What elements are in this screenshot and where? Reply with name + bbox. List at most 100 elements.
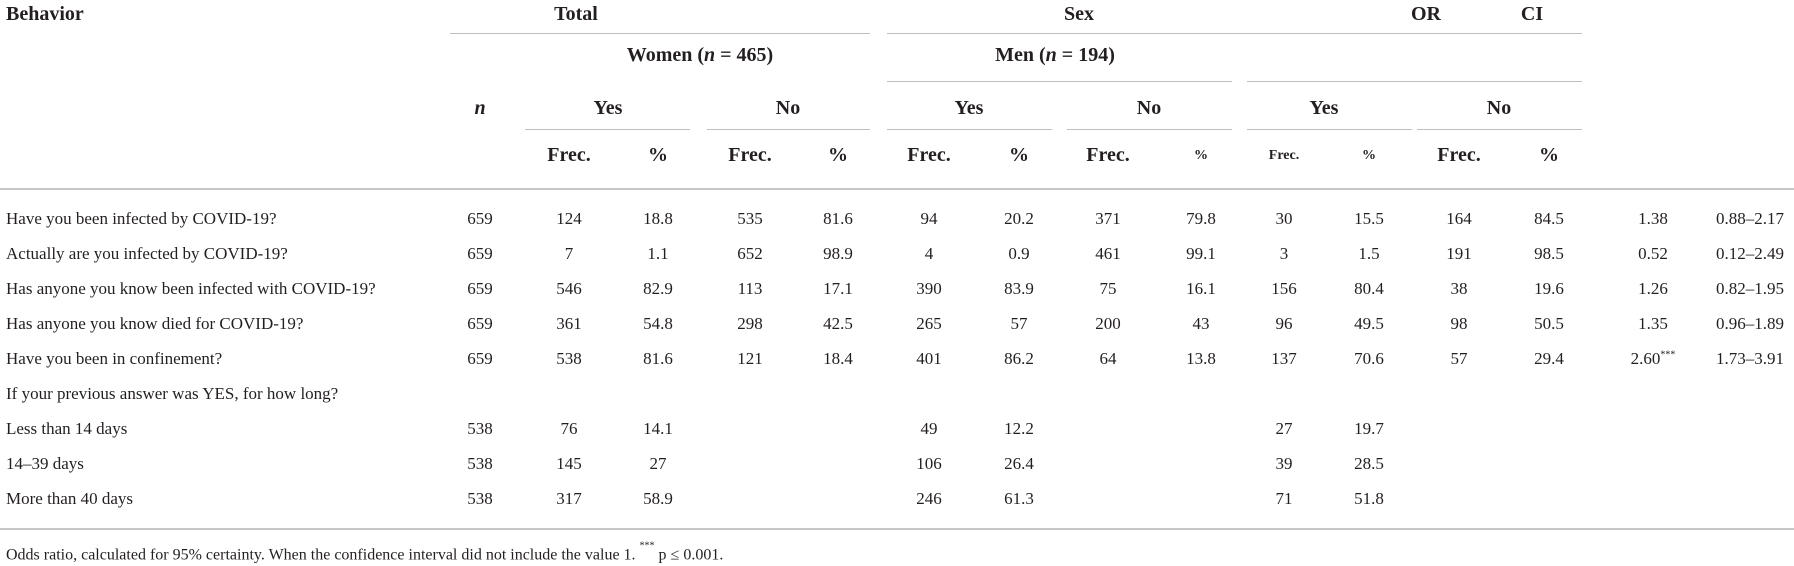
table-cell: 57 <box>1010 314 1028 333</box>
rule-yes-2 <box>887 129 1052 130</box>
table-cell: 156 <box>1271 279 1297 298</box>
table-cell: 298 <box>737 314 763 333</box>
table-cell: 124 <box>556 209 582 228</box>
table-cell: 96 <box>1275 314 1293 333</box>
table-cell: 121 <box>737 349 763 368</box>
header-no-1: No <box>775 97 801 119</box>
table-cell: 652 <box>737 244 763 263</box>
table-cell: 82.9 <box>643 279 673 298</box>
row-label: Have you been in confinement? <box>6 349 223 368</box>
rule-yes-3 <box>1247 129 1412 130</box>
row-label: Less than 14 days <box>6 419 128 438</box>
table-cell: 79.8 <box>1186 209 1216 228</box>
rule-no-2 <box>1067 129 1232 130</box>
row-label: If your previous answer was YES, for how… <box>6 384 339 403</box>
table-cell: 659 <box>467 279 493 298</box>
table-cell: 51.8 <box>1354 489 1384 508</box>
rule-no-1 <box>707 129 870 130</box>
table-cell: 42.5 <box>823 314 853 333</box>
table-cell: 17.1 <box>823 279 853 298</box>
rule-total <box>450 33 870 34</box>
table-cell: 99.1 <box>1186 244 1216 263</box>
table-cell: 28.5 <box>1354 454 1384 473</box>
table-cell: 659 <box>467 349 493 368</box>
table-cell: 83.9 <box>1004 279 1034 298</box>
header-pct: % <box>1362 148 1376 163</box>
table-cell: 12.2 <box>1004 419 1034 438</box>
header-pct: % <box>648 144 668 166</box>
header-total: Total <box>554 3 598 25</box>
table-cell: 71 <box>1275 489 1293 508</box>
table-cell: 538 <box>467 454 493 473</box>
table-cell: 461 <box>1095 244 1121 263</box>
table-cell: 27 <box>649 454 667 473</box>
header-frec: Frec. <box>907 144 951 166</box>
header-yes-2: Yes <box>954 97 984 119</box>
rule-sex <box>887 33 1582 34</box>
footnote: Odds ratio, calculated for 95% certainty… <box>6 541 724 564</box>
table-cell: 0.52 <box>1638 244 1668 263</box>
table-cell: 57 <box>1450 349 1468 368</box>
header-frec: Frec. <box>547 144 591 166</box>
table-cell: 14.1 <box>643 419 673 438</box>
table-cell: 39 <box>1275 454 1293 473</box>
table-cell: 390 <box>916 279 942 298</box>
table-cell: 76 <box>560 419 578 438</box>
table-cell: 4 <box>924 244 934 263</box>
header-n: n <box>474 97 486 119</box>
table-cell: 106 <box>916 454 942 473</box>
row-label: 14–39 days <box>6 454 84 473</box>
table-cell: 18.4 <box>823 349 853 368</box>
table-cell: 84.5 <box>1534 209 1564 228</box>
table-cell: 191 <box>1446 244 1472 263</box>
row-label: Actually are you infected by COVID-19? <box>6 244 288 263</box>
header-no-2: No <box>1136 97 1162 119</box>
header-sex: Sex <box>1064 3 1094 25</box>
table-cell: 0.12–2.49 <box>1716 244 1784 263</box>
table-cell: 29.4 <box>1534 349 1564 368</box>
table-cell: 0.82–1.95 <box>1716 279 1784 298</box>
table-cell: 546 <box>556 279 582 298</box>
table-cell: 49.5 <box>1354 314 1384 333</box>
table-cell: 164 <box>1446 209 1472 228</box>
table-cell: 19.6 <box>1534 279 1564 298</box>
table-cell: 50.5 <box>1534 314 1564 333</box>
table-cell: 0.9 <box>1008 244 1030 263</box>
table-cell: 361 <box>556 314 582 333</box>
rule-no-3 <box>1417 129 1582 130</box>
table-cell: 145 <box>556 454 582 473</box>
header-yes-3: Yes <box>1309 97 1339 119</box>
header-no-3: No <box>1486 97 1512 119</box>
table-cell: 16.1 <box>1186 279 1216 298</box>
table-cell: 27 <box>1275 419 1293 438</box>
table-cell: 94 <box>920 209 938 228</box>
header-ci: CI <box>1520 3 1544 25</box>
table-cell: 0.88–2.17 <box>1716 209 1784 228</box>
table-cell: 81.6 <box>823 209 853 228</box>
table-cell: 200 <box>1095 314 1121 333</box>
table-cell: 1.38 <box>1638 209 1668 228</box>
header-pct: % <box>828 144 848 166</box>
table-cell: 19.7 <box>1354 419 1384 438</box>
row-label: Has anyone you know been infected with C… <box>6 279 376 298</box>
table-cell: 64 <box>1099 349 1117 368</box>
header-pct: % <box>1009 144 1029 166</box>
table-cell: 2.60*** <box>1630 349 1676 368</box>
table-cell: 137 <box>1271 349 1297 368</box>
rule-right <box>1247 81 1582 82</box>
table-cell: 54.8 <box>643 314 673 333</box>
table-cell: 538 <box>467 419 493 438</box>
header-frec: Frec. <box>1437 144 1481 166</box>
table-cell: 18.8 <box>643 209 673 228</box>
table-cell: 58.9 <box>643 489 673 508</box>
header-pct: % <box>1539 144 1559 166</box>
table-cell: 113 <box>737 279 763 298</box>
table-cell: 1.1 <box>647 244 669 263</box>
table-cell: 81.6 <box>643 349 673 368</box>
table-cell: 659 <box>467 314 493 333</box>
table-cell: 1.73–3.91 <box>1716 349 1784 368</box>
header-women: Women (n = 465) <box>626 44 774 66</box>
table-cell: 1.5 <box>1358 244 1380 263</box>
table-cell: 75 <box>1099 279 1117 298</box>
table-cell: 659 <box>467 209 493 228</box>
